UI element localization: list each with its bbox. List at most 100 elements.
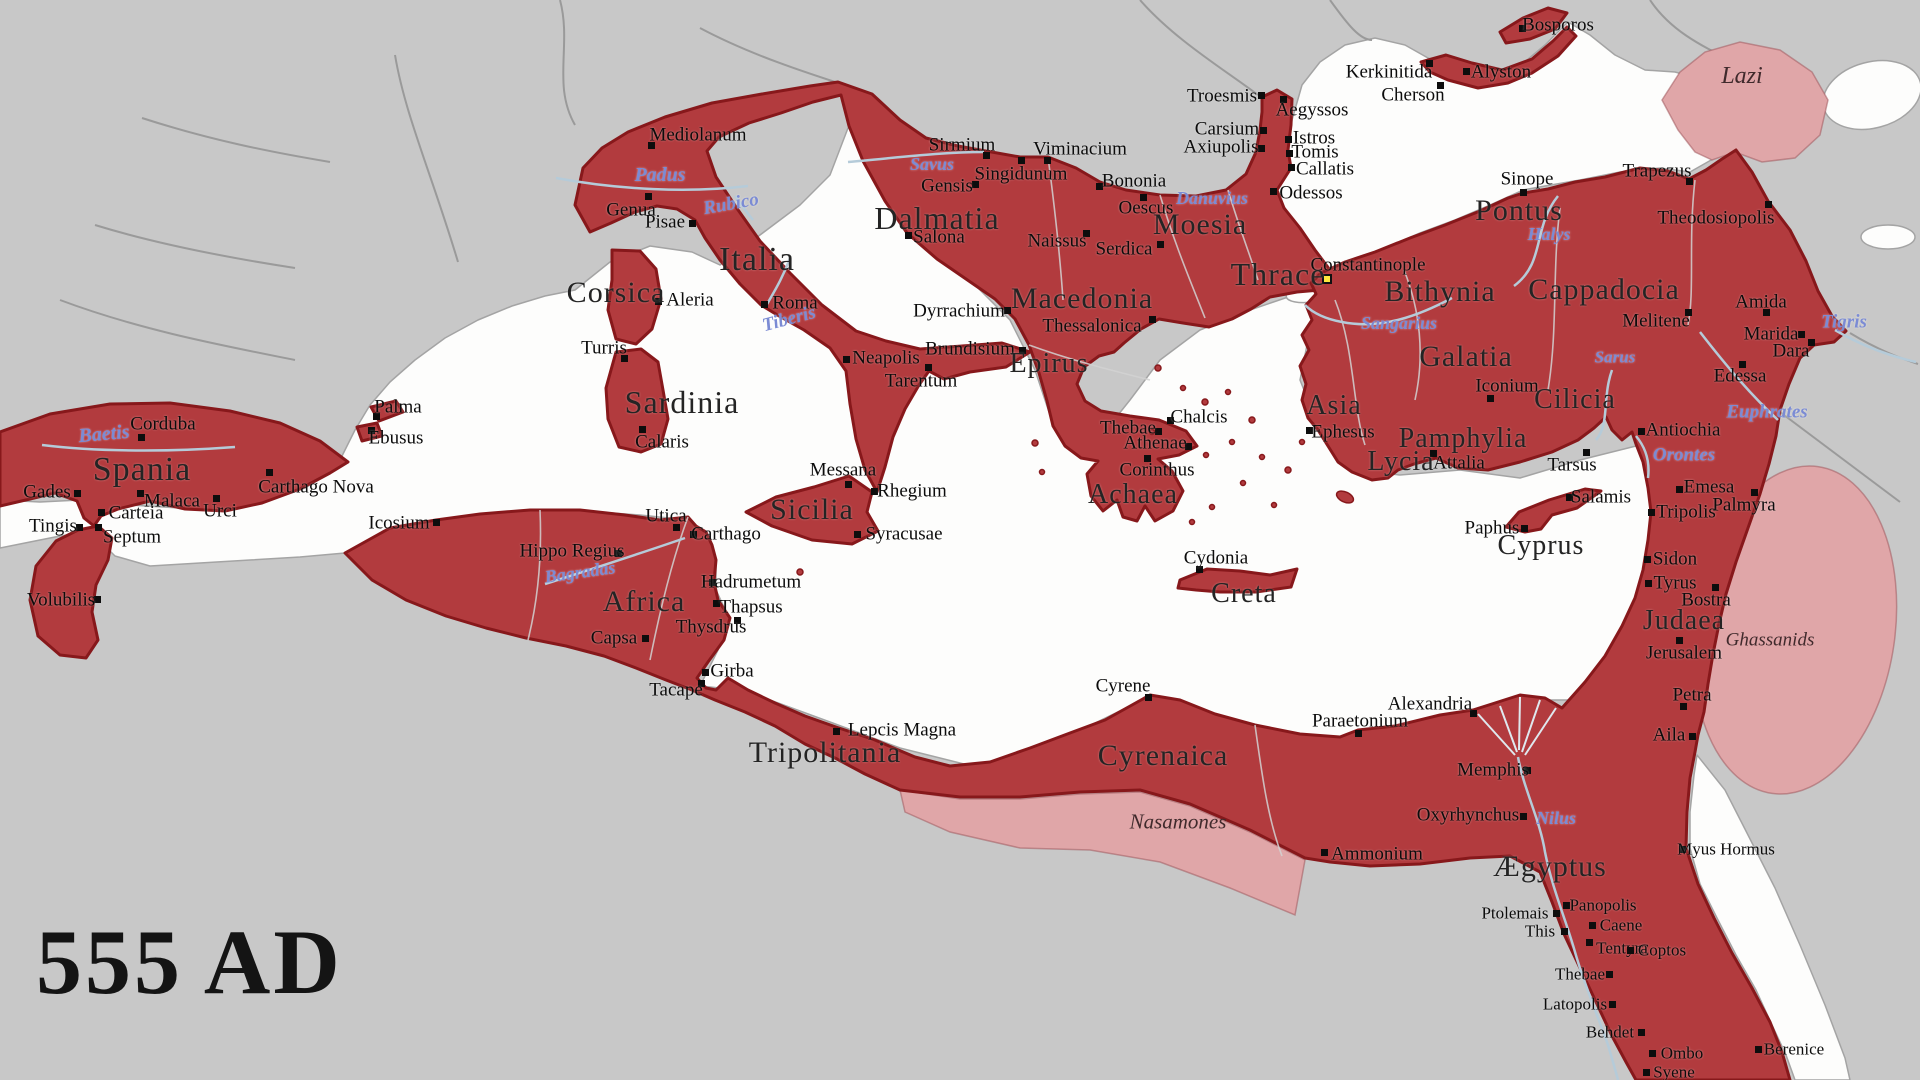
empire-corsica (606, 248, 663, 346)
city-marker (1605, 970, 1613, 978)
city-label: Sirmium (928, 134, 996, 156)
city-label: Carsium (1194, 118, 1260, 140)
city-marker (1425, 59, 1433, 67)
city-label: Cyrene (1095, 675, 1151, 697)
region-label: Epirus (1009, 348, 1089, 379)
region-label: Sardinia (624, 384, 740, 420)
city-label: Panopolis (1569, 895, 1637, 915)
empire-spania (0, 401, 350, 528)
city-marker (1642, 1068, 1650, 1076)
city-label: Girba (710, 660, 754, 682)
city-label: Corinthus (1119, 459, 1195, 481)
city-marker (1675, 636, 1683, 644)
city-label: Icosium (368, 512, 430, 534)
city-label: Hippo Regius (519, 540, 625, 562)
city-marker (1562, 901, 1570, 909)
city-label: Hadrumetum (700, 571, 802, 593)
city-label: Volubilis (26, 589, 96, 611)
city-label: Tarsus (1547, 454, 1597, 476)
city-marker (1287, 163, 1295, 171)
city-marker (647, 141, 655, 149)
city-marker (1688, 732, 1696, 740)
city-label: Athenae (1123, 432, 1187, 454)
region-label: Ægyptus (1493, 850, 1607, 883)
city-label: Neapolis (852, 347, 920, 369)
city-marker (1095, 182, 1103, 190)
region-label: Tripolitania (748, 736, 902, 769)
city-marker (1259, 126, 1267, 134)
region-label: Pamphylia (1398, 423, 1528, 454)
client-state-label: Lazi (1721, 63, 1763, 89)
city-label: Istros (1292, 127, 1336, 149)
city-marker (1429, 449, 1437, 457)
region-label: Thrace (1230, 256, 1326, 292)
city-label: Myus Hormus (1677, 839, 1775, 859)
city-label: Aila (1652, 724, 1686, 746)
city-label: Paphus (1464, 517, 1520, 539)
empire-bosporos (1498, 6, 1569, 45)
city-label: Antiochia (1645, 419, 1721, 441)
city-marker (1648, 1049, 1656, 1057)
region-label: Corsica (566, 276, 666, 309)
river-label: Savus (909, 154, 955, 174)
city-label: Tripolis (1656, 501, 1716, 523)
city-marker (614, 549, 622, 557)
city-marker (1285, 149, 1293, 157)
city-label: Tingis (29, 515, 77, 537)
city-marker (1523, 766, 1531, 774)
city-marker (760, 300, 768, 308)
city-label: Tentyra (1596, 938, 1648, 958)
euphrates-river (1699, 331, 1779, 421)
city-label: Alexandria (1387, 693, 1473, 715)
river-label: Tiberis (760, 301, 818, 337)
region-label: Africa (602, 585, 686, 618)
city-marker (1684, 308, 1692, 316)
sangarius-river (1304, 296, 1453, 326)
city-label: Corduba (130, 413, 196, 435)
city-marker (136, 489, 144, 497)
city-marker (1017, 156, 1025, 164)
city-label: Axiupolis (1183, 136, 1259, 158)
region-label: Dalmatia (874, 200, 1000, 236)
city-marker (372, 412, 380, 420)
city-marker (367, 426, 375, 434)
empire-tingitana (28, 524, 114, 660)
nile-delta-channels (1477, 696, 1557, 756)
city-label: Caene (1599, 915, 1643, 935)
city-label: Latopolis (1542, 994, 1608, 1014)
city-marker (1144, 693, 1152, 701)
city-label: Tarentum (884, 370, 958, 392)
city-marker (1018, 346, 1026, 354)
city-label: Bosporos (1522, 14, 1594, 36)
city-marker (1679, 702, 1687, 710)
city-label: Singidunum (974, 163, 1068, 185)
empire-shapes (0, 6, 1848, 1080)
city-marker (1279, 95, 1287, 103)
red-sea (1689, 754, 1851, 1080)
river-label: Tigris (1821, 311, 1867, 333)
city-label: Naissus (1027, 230, 1087, 252)
city-marker (1257, 144, 1265, 152)
city-marker (1711, 583, 1719, 591)
city-label: Troesmis (1186, 85, 1258, 107)
empire-africa-east (343, 148, 1848, 1080)
tiberis-river (764, 257, 792, 307)
city-marker (1762, 308, 1770, 316)
region-label: Lycia (1367, 446, 1435, 477)
city-label: Sinope (1500, 168, 1554, 190)
river-label: Bagradas (543, 557, 617, 587)
river-label: Sangarius (1360, 313, 1438, 333)
city-label: Sidon (1652, 548, 1698, 570)
city-marker (93, 595, 101, 603)
city-marker (1582, 448, 1590, 456)
city-label: Capsa (590, 627, 638, 649)
city-label: Emesa (1683, 476, 1735, 498)
city-marker (1143, 454, 1151, 462)
region-label: Galatia (1419, 340, 1513, 373)
city-marker (265, 468, 273, 476)
city-marker (712, 599, 720, 607)
city-label: Attalia (1433, 452, 1485, 474)
city-marker (1166, 416, 1174, 424)
